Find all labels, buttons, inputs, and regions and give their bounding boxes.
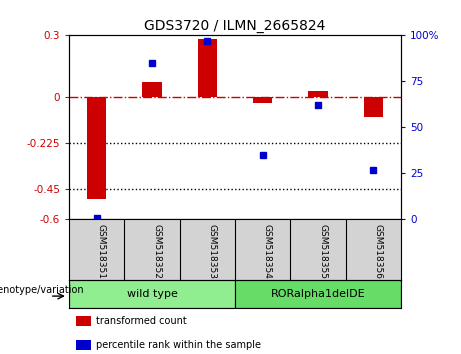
Bar [253,97,272,103]
Text: GSM518356: GSM518356 [373,224,383,279]
Bar [76,339,91,350]
Bar [364,97,383,117]
Bar [76,316,91,326]
Text: GSM518351: GSM518351 [97,224,106,279]
Text: GSM518354: GSM518354 [263,224,272,279]
Text: transformed count: transformed count [96,316,187,326]
Text: GSM518355: GSM518355 [318,224,327,279]
Bar [308,91,328,97]
Bar [198,40,217,97]
Text: RORalpha1delDE: RORalpha1delDE [271,289,366,299]
Bar [142,82,162,97]
FancyBboxPatch shape [69,280,235,308]
Text: wild type: wild type [127,289,177,299]
Text: GSM518352: GSM518352 [152,224,161,279]
Text: genotype/variation: genotype/variation [0,285,84,295]
Text: percentile rank within the sample: percentile rank within the sample [96,339,261,350]
Bar [87,97,106,199]
Text: GSM518353: GSM518353 [207,224,217,279]
FancyBboxPatch shape [235,280,401,308]
Title: GDS3720 / ILMN_2665824: GDS3720 / ILMN_2665824 [144,19,326,33]
